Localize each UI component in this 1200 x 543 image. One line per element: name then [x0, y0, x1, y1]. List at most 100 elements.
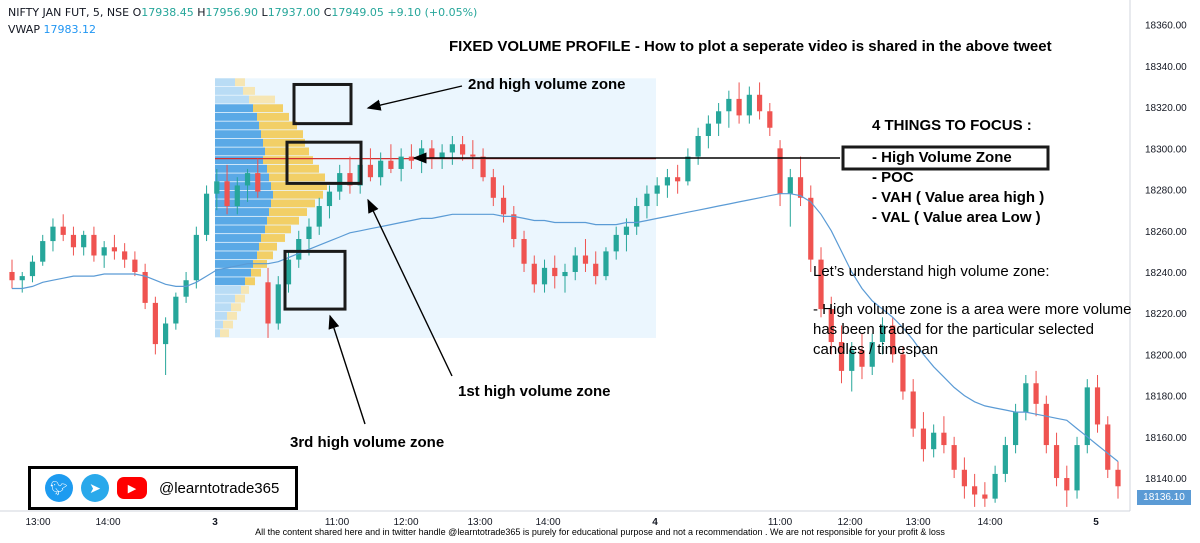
candle-body: [234, 185, 240, 207]
vwap-value: 17983.12: [43, 23, 96, 36]
candle-body: [572, 255, 578, 272]
profile-down-volume-bar: [263, 138, 305, 147]
candle-body: [101, 247, 107, 256]
low-label: L: [261, 6, 268, 19]
profile-down-volume-bar: [273, 190, 323, 199]
candle-body: [419, 148, 425, 161]
candle-body: [982, 494, 988, 499]
profile-up-volume-bar: [215, 251, 257, 260]
candle-body: [1084, 387, 1090, 446]
candle-body: [183, 280, 189, 297]
profile-up-volume-bar: [215, 320, 223, 329]
candle-body: [613, 234, 619, 252]
candle-body: [603, 251, 609, 277]
profile-up-volume-bar: [215, 173, 269, 182]
candle-body: [695, 135, 701, 157]
candle-body: [60, 226, 66, 235]
explain-title: Let’s understand high volume zone:: [813, 263, 1050, 280]
candle-body: [470, 154, 476, 157]
candle-body: [992, 473, 998, 499]
profile-down-volume-bar: [267, 164, 319, 173]
focus-item-vah: - VAH ( Value area high ): [872, 189, 1045, 206]
profile-up-volume-bar: [215, 268, 251, 277]
candle-body: [767, 111, 773, 128]
zone3-arrow: [328, 314, 366, 425]
social-handle[interactable]: @learntotrade365: [159, 479, 280, 497]
profile-down-volume-bar: [235, 78, 245, 87]
telegram-icon[interactable]: ➤: [81, 474, 109, 502]
zone2-label: 2nd high volume zone: [468, 76, 626, 93]
profile-down-volume-bar: [261, 130, 303, 139]
y-tick-label: 18300.00: [1145, 144, 1187, 155]
y-tick-label: 18360.00: [1145, 21, 1187, 32]
candle-body: [490, 177, 496, 198]
profile-down-volume-bar: [271, 199, 315, 208]
profile-down-volume-bar: [265, 225, 291, 234]
candle-body: [736, 98, 742, 116]
candle-body: [664, 177, 671, 186]
candle-body: [316, 206, 322, 227]
candle-body: [859, 350, 865, 367]
profile-up-volume-bar: [215, 208, 269, 216]
profile-down-volume-bar: [243, 86, 255, 95]
candle-body: [1064, 478, 1070, 491]
y-tick-label: 18160.00: [1145, 433, 1187, 444]
profile-up-volume-bar: [215, 182, 271, 191]
profile-up-volume-bar: [215, 130, 261, 139]
disclaimer: All the content shared here and in twitt…: [255, 527, 945, 537]
candle-body: [562, 271, 568, 277]
focus-item-poc: - POC: [872, 169, 914, 186]
candle-body: [1115, 469, 1121, 487]
high-value: 17956.90: [205, 6, 259, 19]
candle-body: [910, 391, 916, 429]
candle-body: [951, 445, 957, 470]
candle-body: [449, 144, 455, 153]
candle-body: [29, 261, 36, 277]
candle-body: [849, 350, 855, 371]
profile-up-volume-bar: [215, 190, 273, 199]
profile-up-volume-bar: [215, 156, 263, 165]
candle-body: [716, 111, 722, 124]
x-tick-label: 13:00: [905, 517, 930, 528]
candle-body: [480, 156, 486, 178]
candle-body: [388, 160, 394, 169]
twitter-icon[interactable]: 🐦︎: [45, 474, 73, 502]
candle-body: [705, 123, 711, 136]
explain-line: candles / timespan: [813, 341, 939, 358]
candle-body: [838, 342, 845, 371]
y-tick-label: 18140.00: [1145, 474, 1187, 485]
candle-body: [1105, 424, 1111, 470]
profile-down-volume-bar: [259, 242, 277, 251]
zone2-arrow: [366, 85, 463, 111]
candle-body: [265, 282, 271, 324]
x-tick-label: 12:00: [393, 517, 418, 528]
profile-down-volume-bar: [223, 320, 233, 329]
candle-body: [900, 354, 906, 392]
symbol-header: NIFTY JAN FUT, 5, NSE O17938.45 H17956.9…: [8, 6, 477, 19]
candle-body: [408, 156, 414, 161]
low-value: 17937.00: [267, 6, 321, 19]
candle-body: [531, 263, 537, 285]
candle-body: [173, 296, 179, 324]
candle-body: [275, 284, 281, 324]
y-tick-label: 18260.00: [1145, 227, 1187, 238]
candle-body: [91, 234, 97, 256]
last-price-tag: 18136.10: [1137, 490, 1191, 505]
profile-down-volume-bar: [253, 104, 283, 113]
candle-body: [961, 469, 967, 487]
candle-body: [142, 271, 148, 303]
profile-down-volume-bar: [257, 251, 273, 260]
candle-body: [797, 177, 804, 198]
youtube-icon[interactable]: ▶: [117, 477, 147, 499]
candle-body: [511, 214, 517, 240]
profile-up-volume-bar: [215, 311, 227, 320]
profile-up-volume-bar: [215, 225, 265, 234]
candle-body: [500, 197, 507, 215]
symbol-name: NIFTY JAN FUT, 5, NSE: [8, 6, 130, 19]
profile-down-volume-bar: [269, 173, 325, 182]
chart-title: FIXED VOLUME PROFILE - How to plot a sep…: [449, 38, 1052, 55]
high-label: H: [197, 6, 206, 19]
x-tick-label: 11:00: [325, 517, 350, 528]
